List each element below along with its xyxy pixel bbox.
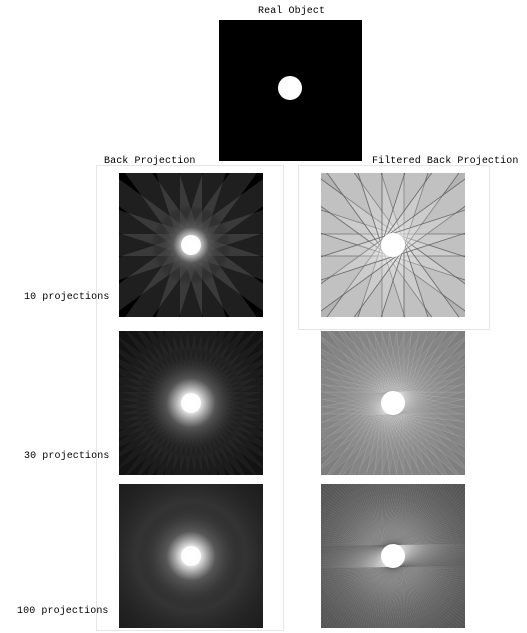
row-label-100: 100 projections [17, 606, 109, 617]
left-column-frame [96, 165, 284, 631]
row-label-30: 30 projections [24, 451, 110, 462]
back-projection-30-image [119, 331, 263, 475]
filtered-back-projection-30-image [321, 331, 465, 475]
back-projection-10-image [119, 173, 263, 317]
filtered-back-projection-10-image [321, 173, 465, 317]
back-projection-100-image [119, 484, 263, 628]
row-label-10: 10 projections [24, 292, 110, 303]
filtered-back-projection-100-image [321, 484, 465, 628]
right-column-frame [298, 165, 490, 330]
real-object-title: Real Object [258, 6, 326, 17]
filtered-back-projection-header: Filtered Back Projection [372, 156, 519, 167]
real-object-image [219, 20, 362, 161]
back-projection-header: Back Projection [104, 156, 196, 167]
